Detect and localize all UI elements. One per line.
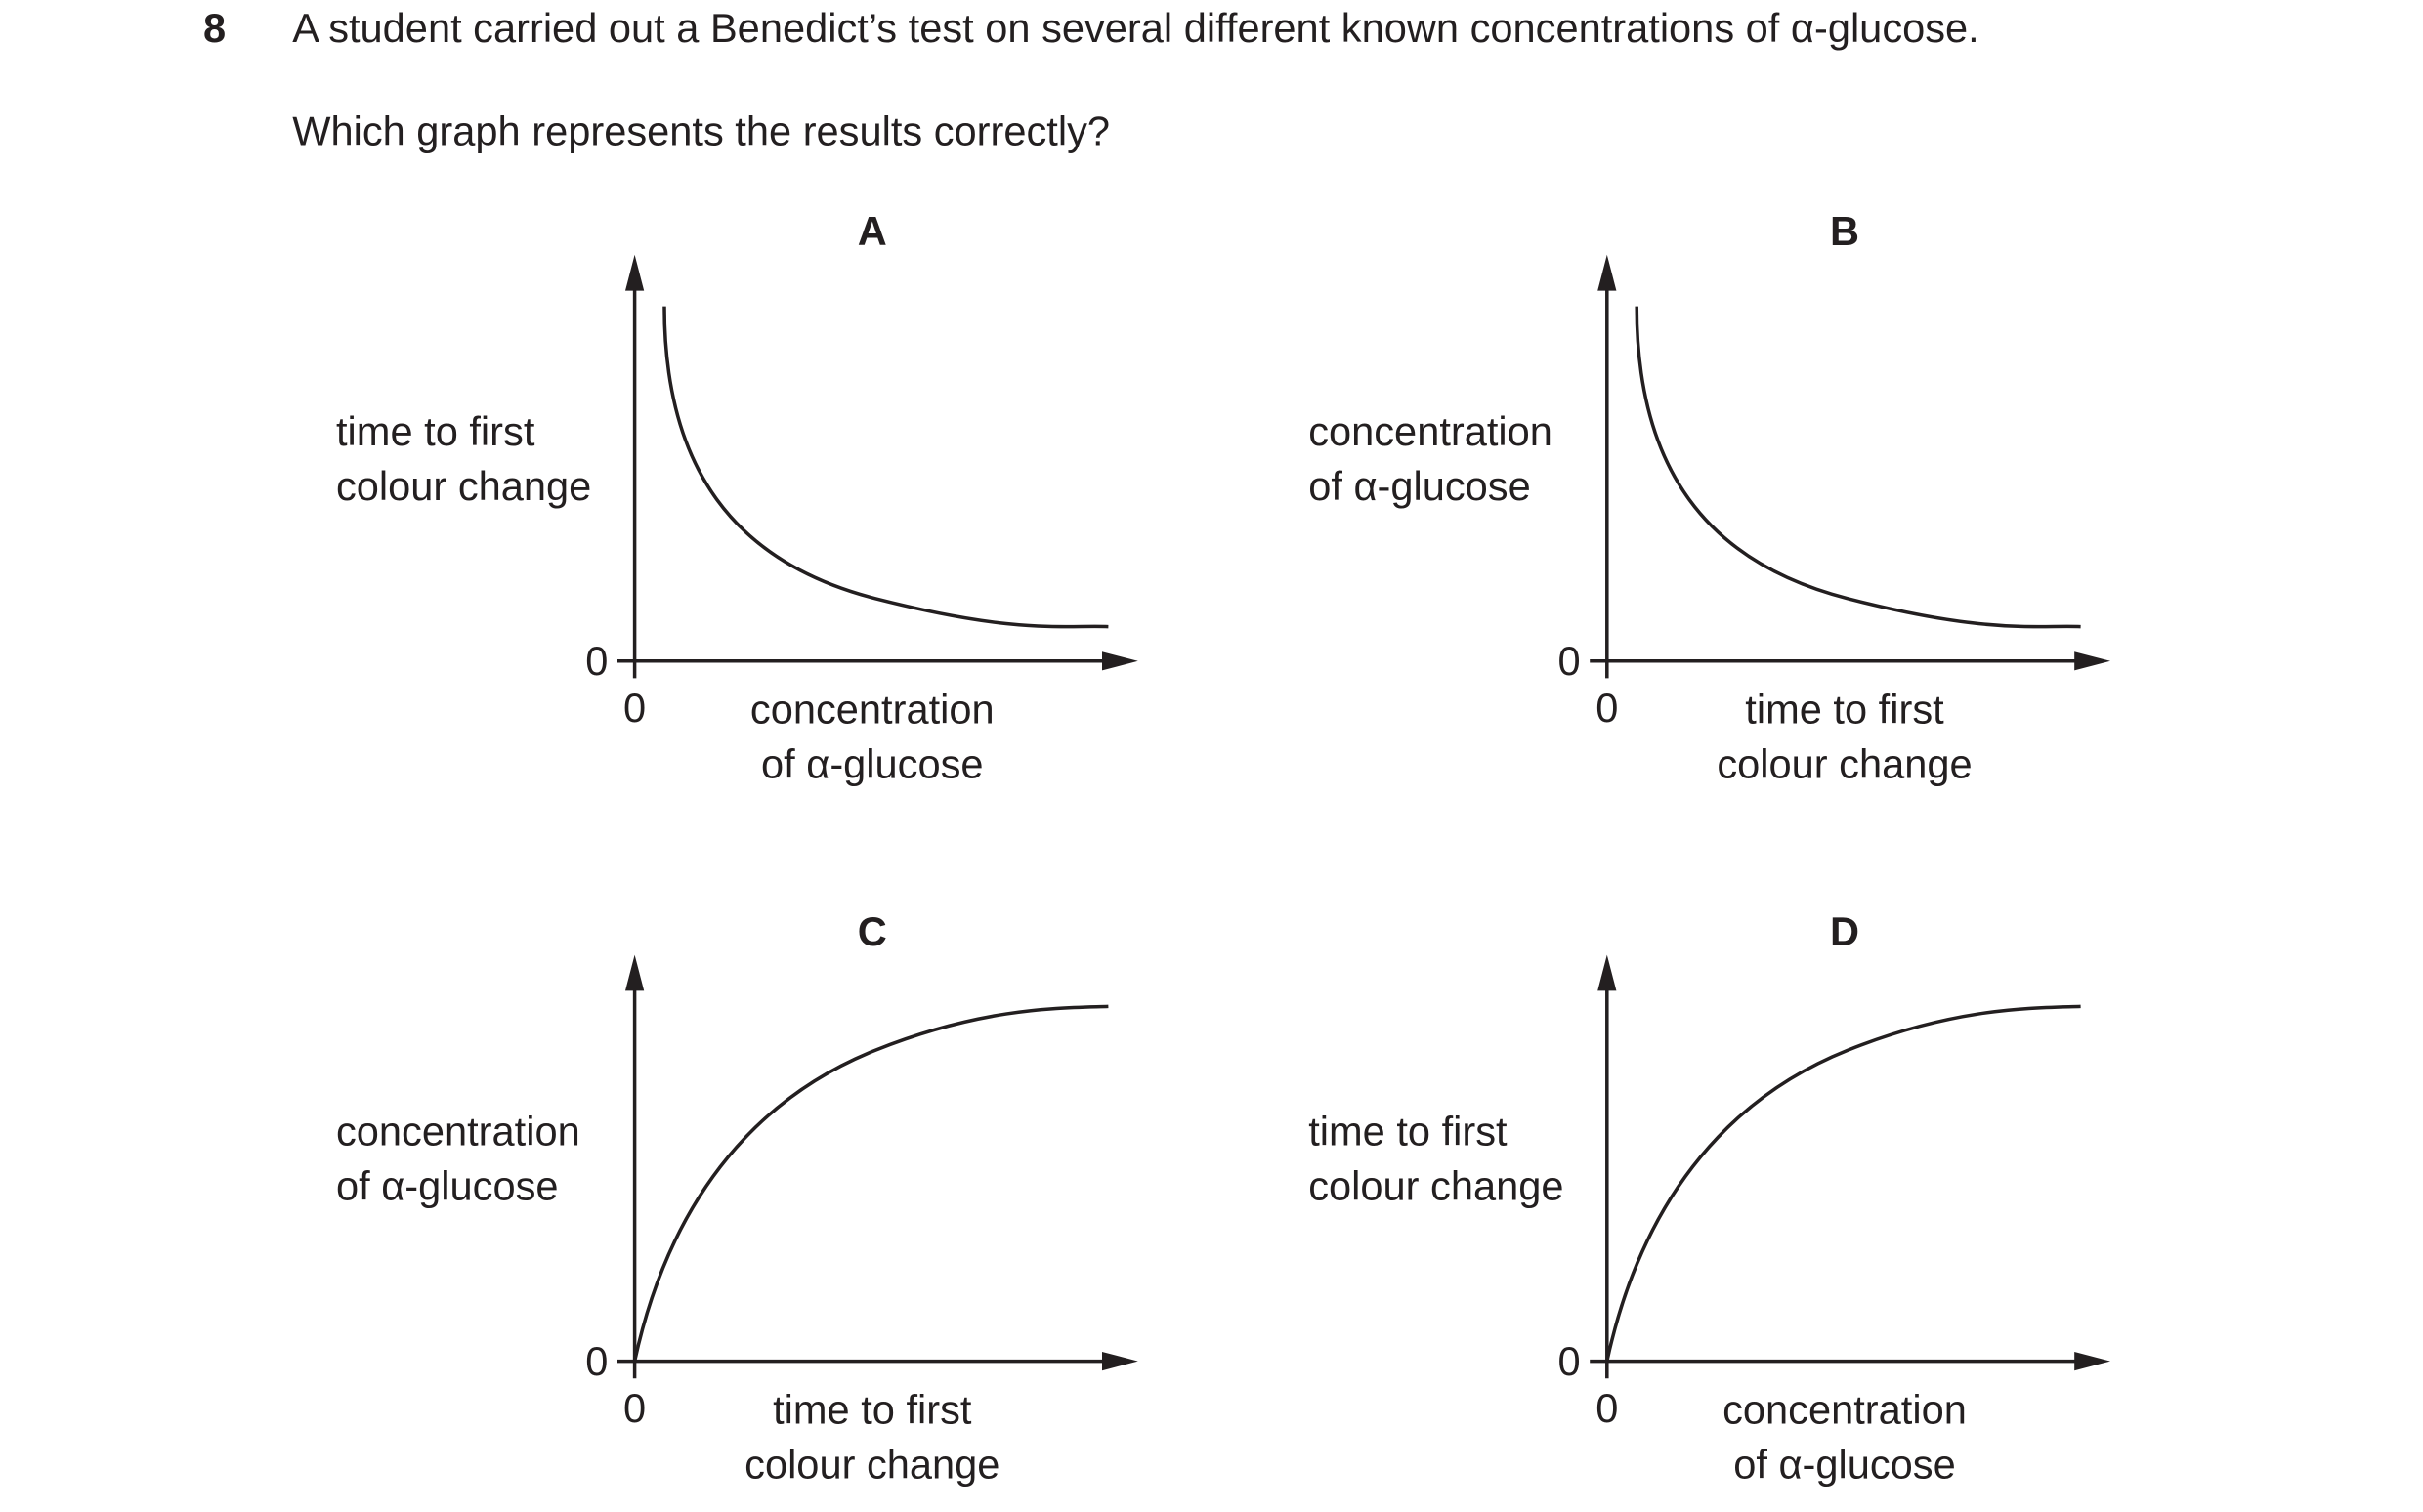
question-prompt: Which graph represents the results corre… bbox=[292, 108, 1110, 154]
y-axis-label: time to first bbox=[1308, 1109, 1508, 1155]
y-origin: 0 bbox=[585, 1338, 608, 1384]
x-axis-label: colour change bbox=[1717, 741, 1972, 787]
y-axis-label: colour change bbox=[1308, 1163, 1563, 1209]
x-axis-label: time to first bbox=[1745, 687, 1944, 733]
y-axis-label: colour change bbox=[336, 463, 591, 509]
y-origin: 0 bbox=[585, 638, 608, 684]
y-origin: 0 bbox=[1557, 638, 1580, 684]
x-origin: 0 bbox=[1595, 1385, 1618, 1431]
y-origin: 0 bbox=[1557, 1338, 1580, 1384]
curve bbox=[1635, 306, 2081, 629]
y-arrow bbox=[1597, 254, 1617, 291]
graph-letter: A bbox=[858, 208, 887, 254]
x-arrow bbox=[1102, 651, 1138, 671]
y-axis-label: of α-glucose bbox=[1308, 463, 1531, 509]
graph-letter: D bbox=[1830, 908, 1859, 954]
y-arrow bbox=[625, 954, 645, 991]
curve bbox=[1605, 1004, 2081, 1362]
graph-letter: B bbox=[1830, 208, 1859, 254]
x-axis-label: concentration bbox=[750, 687, 995, 733]
y-axis-label: of α-glucose bbox=[336, 1163, 559, 1209]
x-axis-label: of α-glucose bbox=[761, 741, 984, 787]
graph: B 00 concentration of α-glucose time to firs… bbox=[1308, 208, 2110, 787]
x-axis-label: colour change bbox=[744, 1441, 999, 1487]
curve bbox=[632, 1004, 1109, 1362]
graph: A 00 time to first colour change concentrati… bbox=[336, 208, 1138, 787]
x-arrow bbox=[2074, 651, 2110, 671]
curve bbox=[662, 306, 1109, 629]
x-axis-label: concentration bbox=[1722, 1386, 1967, 1432]
graph: D 00 time to first colour change concentrati… bbox=[1308, 908, 2110, 1487]
y-arrow bbox=[1597, 954, 1617, 991]
x-arrow bbox=[1102, 1352, 1138, 1371]
question-text: A student carried out a Benedict’s test … bbox=[292, 5, 1979, 51]
y-axis-label: time to first bbox=[336, 408, 535, 454]
x-arrow bbox=[2074, 1352, 2110, 1371]
y-axis-label: concentration bbox=[336, 1109, 580, 1155]
graph-letter: C bbox=[858, 908, 887, 954]
y-arrow bbox=[625, 254, 645, 291]
graph: C 00 concentration of α-glucose time to firs… bbox=[336, 908, 1138, 1487]
y-axis-label: concentration bbox=[1308, 408, 1552, 454]
question-number: 8 bbox=[203, 5, 226, 51]
x-origin: 0 bbox=[623, 1385, 646, 1431]
x-origin: 0 bbox=[1595, 685, 1618, 731]
x-axis-label: time to first bbox=[773, 1386, 972, 1432]
x-origin: 0 bbox=[623, 685, 646, 731]
x-axis-label: of α-glucose bbox=[1733, 1441, 1956, 1487]
